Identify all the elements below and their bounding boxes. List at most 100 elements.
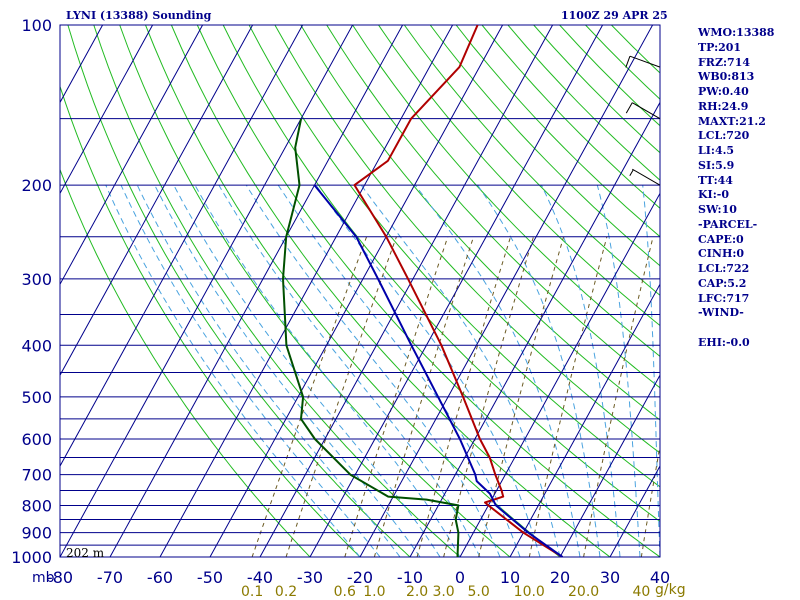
pressure-tick-label: 400 xyxy=(21,336,52,355)
dry-adiabat-line xyxy=(145,25,561,557)
pressure-tick-label: 900 xyxy=(21,524,52,543)
plot-frame xyxy=(59,24,661,558)
wind-barb-staff xyxy=(629,55,661,68)
index-item: RH:24.9 xyxy=(698,99,749,113)
mixing-ratio-line xyxy=(344,236,449,557)
mixing-ratio-lines xyxy=(251,236,660,557)
temperature-tick-label: -20 xyxy=(347,568,373,587)
pressure-tick-label: 700 xyxy=(21,466,52,485)
isotherm-line xyxy=(459,192,660,557)
wind-barb-staff xyxy=(632,168,661,186)
temperature-tick-label: 10 xyxy=(500,568,520,587)
isotherm-line xyxy=(209,25,504,557)
moist-adiabat-line xyxy=(596,184,641,557)
index-item: PW:0.40 xyxy=(698,85,749,98)
mixing-ratio-unit-label: g/kg xyxy=(655,582,686,598)
mixing-ratio-line xyxy=(443,236,534,557)
temperature-tick-label: 0 xyxy=(455,568,465,587)
isotherm-line xyxy=(0,25,3,557)
pressure-tick-label: 200 xyxy=(21,176,52,195)
index-item: SW:10 xyxy=(698,203,737,216)
mixing-ratio-tick-label: 3.0 xyxy=(432,584,454,600)
temperature-tick-label: -60 xyxy=(147,568,173,587)
dry-adiabat-line xyxy=(119,25,511,557)
moist-adiabat-line xyxy=(642,185,660,557)
isotherm-line xyxy=(359,25,654,557)
mixing-ratio-tick-label: 0.2 xyxy=(275,584,297,600)
mixing-ratio-line xyxy=(528,236,608,557)
wind-barb-staff xyxy=(632,102,661,120)
index-item: LCL:720 xyxy=(698,129,750,143)
index-item: -PARCEL- xyxy=(698,217,758,231)
dry-adiabat-line xyxy=(248,25,660,488)
mixing-ratio-tick-label: 2.0 xyxy=(406,584,428,600)
temperature-tick-label: 20 xyxy=(550,568,570,587)
index-item: SI:5.9 xyxy=(698,158,735,172)
temperature-tick-label: -40 xyxy=(247,568,273,587)
mixing-ratio-line xyxy=(373,236,475,557)
mixing-ratio-tick-label: 1.0 xyxy=(363,584,385,600)
wind-barbs xyxy=(625,55,661,186)
isotherm-line xyxy=(60,25,254,377)
moist-adiabat-line xyxy=(540,184,621,557)
isotherm-line xyxy=(559,374,660,557)
index-item: KI:-0 xyxy=(698,188,729,202)
mixing-ratio-tick-label: 0.6 xyxy=(334,584,356,600)
mixing-ratio-tick-label: 5.0 xyxy=(467,584,489,600)
index-spacer xyxy=(698,321,774,336)
moist-adiabat-line xyxy=(315,184,541,557)
temperature-tick-label: -30 xyxy=(297,568,323,587)
temperature-tick-label: -80 xyxy=(47,568,73,587)
wind-barb-flag xyxy=(625,102,633,114)
moist-adiabats xyxy=(105,184,660,557)
index-item: WMO:13388 xyxy=(698,26,775,39)
temperature-tick-labels: -80 -70 -60 -50 -40 -30 -20 -10 0 10 20 30 40 xyxy=(47,568,670,587)
mixing-ratio-tick-label: 40 xyxy=(632,584,650,600)
stability-indices-panel: WMO:13388 TP:201 FRZ:714 WB0:813 PW:0.40 RH:2… xyxy=(698,26,774,351)
chart-title: LYNI (13388) Sounding xyxy=(66,9,212,22)
pressure-tick-label: 300 xyxy=(21,270,52,289)
index-item: CINH:0 xyxy=(698,247,745,261)
pressure-tick-label: 600 xyxy=(21,430,52,449)
index-item: LFC:717 xyxy=(698,291,750,305)
mixing-ratio-tick-label: 20.0 xyxy=(568,584,599,600)
temperature-tick-label: -10 xyxy=(397,568,423,587)
moist-adiabat-line xyxy=(173,184,441,557)
pressure-tick-label: 500 xyxy=(21,388,52,407)
mixing-ratio-tick-label: 10.0 xyxy=(514,584,545,600)
isotherm-line xyxy=(109,25,404,557)
temperature-tick-label: 40 xyxy=(650,568,670,587)
index-item: MAXT:21.2 xyxy=(698,114,766,128)
parcel-trace xyxy=(313,184,564,557)
isotherm-line xyxy=(60,25,154,195)
isotherm-line xyxy=(159,25,454,557)
isotherms xyxy=(0,25,660,557)
mixing-ratio-line xyxy=(251,236,368,557)
temperature-trace xyxy=(353,25,564,557)
isotherm-line xyxy=(259,25,554,557)
temperature-tick-label: 30 xyxy=(600,568,620,587)
index-item: TP:201 xyxy=(698,40,742,54)
index-item: LI:4.5 xyxy=(698,144,735,157)
pressure-tick-label: 1000 xyxy=(11,548,52,567)
isotherm-line xyxy=(60,25,204,286)
mixing-ratio-line xyxy=(285,236,397,557)
temperature-tick-label: -50 xyxy=(197,568,223,587)
pressure-unit-label: mb xyxy=(32,570,55,586)
isotherm-line xyxy=(309,25,604,557)
wind-barb-flag xyxy=(625,56,631,68)
isotherm-line xyxy=(409,101,660,557)
isotherm-line xyxy=(509,283,660,557)
mixing-ratio-tick-label: 0.1 xyxy=(241,584,263,600)
index-item: CAPE:0 xyxy=(698,232,744,246)
moist-adiabat-line xyxy=(477,184,601,557)
isotherm-line xyxy=(60,25,354,557)
isobars xyxy=(60,24,660,558)
index-item: EHI:-0.0 xyxy=(698,335,750,349)
mixing-ratio-tick-labels: 0.1 0.2 0.6 1.0 2.0 3.0 5.0 10.0 20.0 40 xyxy=(241,584,650,600)
index-item: FRZ:714 xyxy=(698,55,751,69)
observation-timestamp: 1100Z 29 APR 25 xyxy=(561,9,668,22)
mixing-ratio-line xyxy=(478,236,565,557)
pressure-tick-label: 800 xyxy=(21,496,52,515)
